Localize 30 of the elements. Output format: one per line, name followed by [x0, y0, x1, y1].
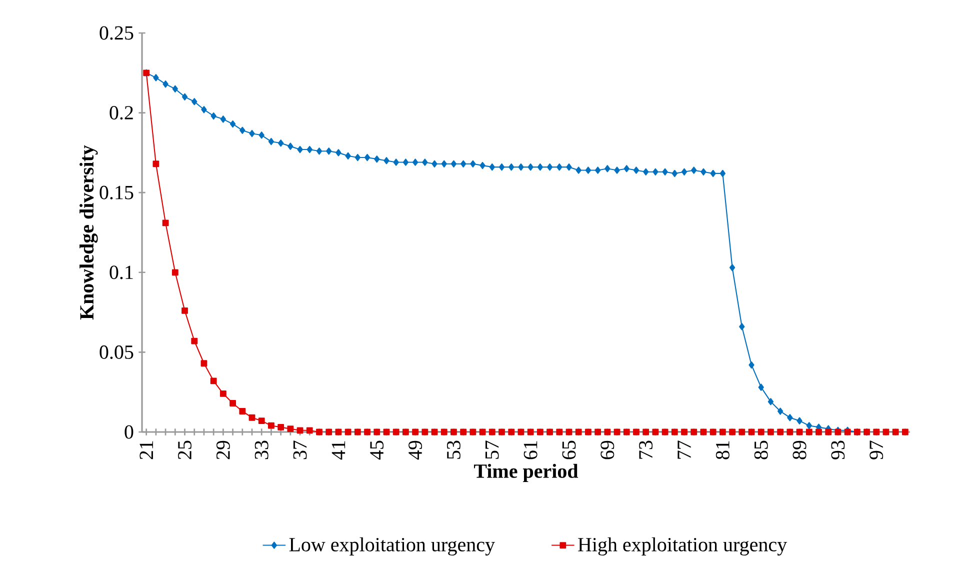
x-tick-label: 53 — [447, 440, 460, 459]
x-tick-label: 33 — [254, 440, 268, 460]
x-tick-label: 25 — [178, 440, 192, 460]
legend-label: High exploitation urgency — [578, 537, 788, 556]
y-tick-label: 0.05 — [100, 345, 134, 359]
x-axis-title: Time period — [474, 464, 578, 482]
y-tick-label: 0.2 — [110, 106, 133, 120]
x-tick-label: 69 — [600, 440, 614, 460]
legend-label: Low exploitation urgency — [289, 537, 495, 556]
x-tick-label: 37 — [293, 440, 307, 460]
x-tick-label: 97 — [870, 440, 884, 460]
x-tick-label: 49 — [408, 440, 422, 460]
x-tick-label: 61 — [524, 441, 538, 460]
x-tick-label: 21 — [140, 441, 153, 460]
x-tick-label: 65 — [562, 440, 576, 460]
x-tick-label: 89 — [792, 440, 806, 460]
y-tick-label: 0.25 — [100, 26, 134, 40]
x-tick-label: 73 — [639, 440, 653, 459]
x-tick-label: 77 — [678, 440, 691, 459]
x-tick-label: 57 — [486, 440, 499, 459]
y-axis-title: Knowledge diversity — [80, 145, 98, 320]
x-tick-label: 29 — [216, 440, 230, 460]
x-tick-label: 45 — [370, 440, 384, 460]
x-tick-label: 85 — [754, 440, 768, 460]
y-tick-label: 0.1 — [110, 266, 133, 280]
x-tick-label: 93 — [831, 440, 845, 460]
x-tick-label: 81 — [716, 441, 730, 460]
y-tick-label: 0 — [124, 425, 134, 439]
y-tick-label: 0.15 — [100, 186, 134, 200]
x-tick-label: 41 — [332, 441, 346, 460]
